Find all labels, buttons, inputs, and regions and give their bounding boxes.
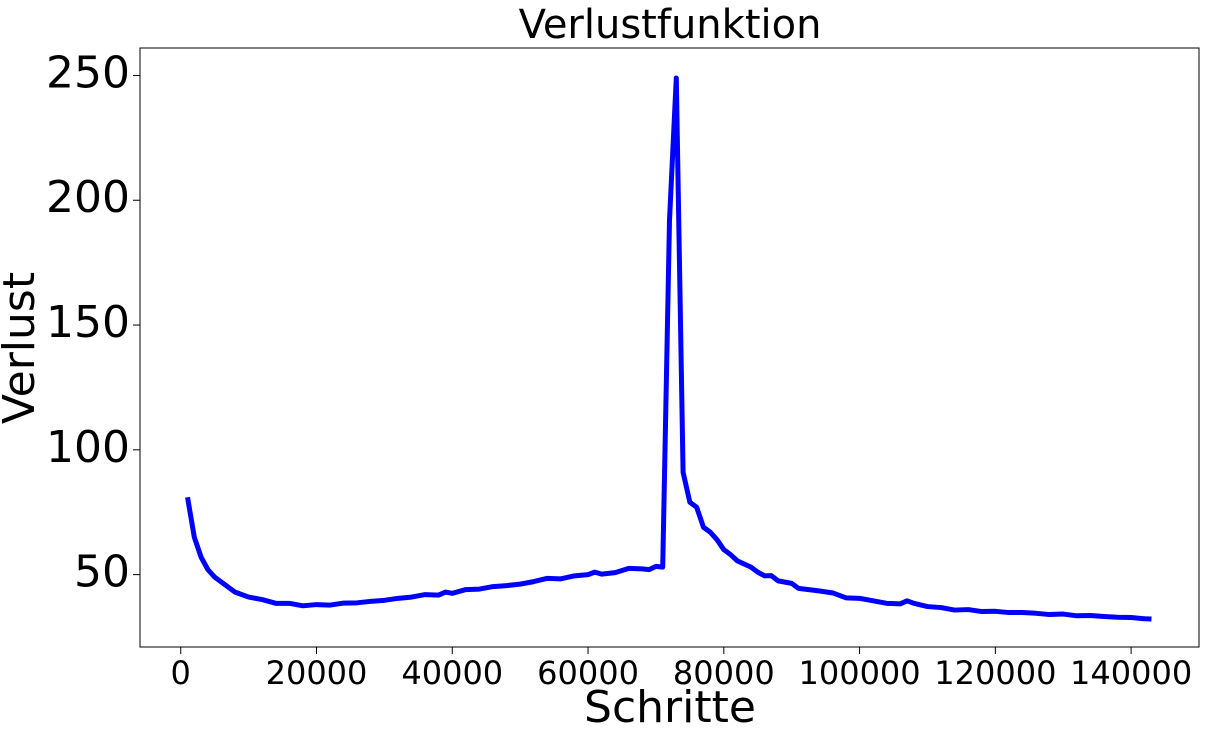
chart-title: Verlustfunktion: [519, 2, 822, 48]
y-tick-label: 150: [46, 297, 130, 348]
plot-frame: [139, 47, 1200, 648]
y-tick-label: 250: [46, 47, 130, 98]
x-tick-label: 0: [171, 654, 191, 692]
x-axis-label: Schritte: [584, 682, 756, 733]
x-tick-label: 80000: [673, 654, 775, 692]
line-series: [185, 75, 1152, 622]
y-tick-label: 200: [46, 172, 130, 223]
y-axis-label: Verlust: [0, 272, 45, 424]
x-tick-label: 100000: [798, 654, 920, 692]
x-tick-label: 140000: [1070, 654, 1192, 692]
x-tick-label: 120000: [934, 654, 1056, 692]
y-tick-label: 100: [46, 422, 130, 473]
x-tick-label: 20000: [266, 654, 368, 692]
y-tick-label: 50: [74, 547, 130, 598]
x-tick-label: 60000: [537, 654, 639, 692]
x-tick-label: 40000: [401, 654, 503, 692]
